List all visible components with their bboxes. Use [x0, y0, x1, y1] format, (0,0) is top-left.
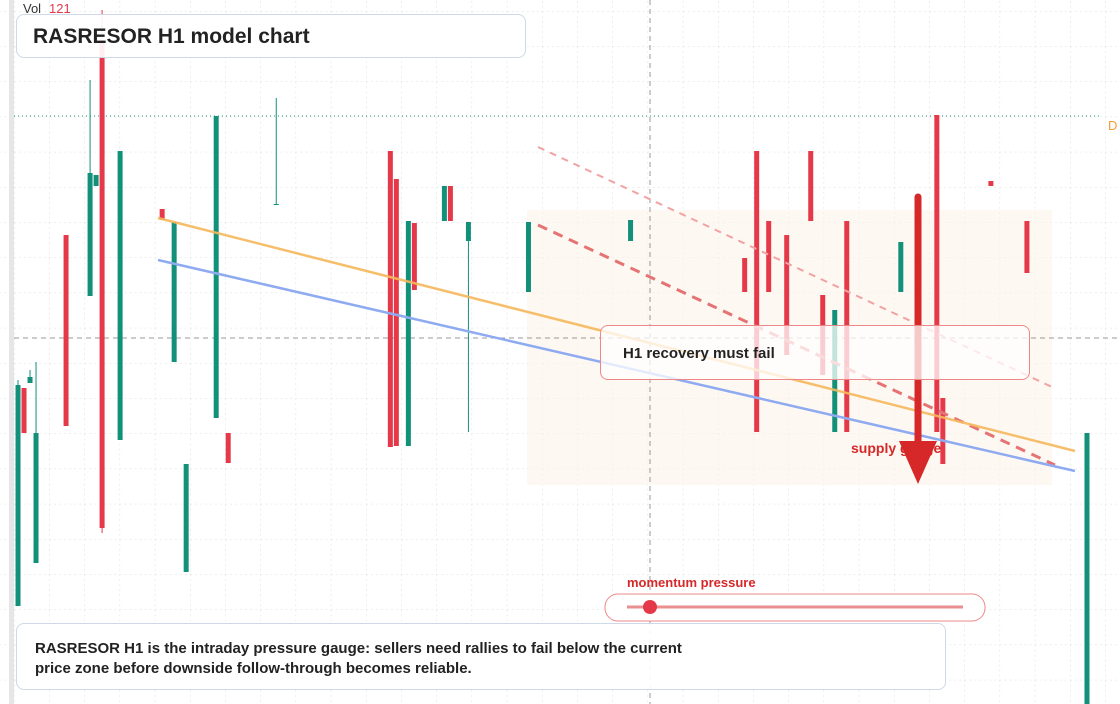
candle-body	[934, 115, 940, 432]
candle-body	[33, 433, 39, 563]
candle-body	[87, 173, 93, 296]
zone-label: supply gauge	[851, 440, 941, 456]
candle-body	[411, 223, 417, 290]
callout: H1 recovery must fail	[600, 325, 1030, 380]
candle-body	[15, 385, 21, 606]
candle-body	[387, 151, 393, 447]
gauge-knob	[643, 600, 657, 614]
candle-body	[465, 222, 471, 241]
candle-body	[447, 186, 453, 221]
arrow-head	[899, 441, 937, 484]
candle-body	[898, 242, 904, 292]
candle-body	[273, 204, 279, 205]
chart-title: RASRESOR H1 model chart	[16, 14, 526, 58]
candle-body	[1084, 433, 1090, 704]
candle-body	[183, 464, 189, 572]
candle-body	[766, 221, 772, 292]
candle-body	[754, 151, 760, 432]
trend-line	[537, 223, 1056, 467]
candle-body	[171, 222, 177, 362]
candle-body	[940, 398, 946, 464]
candle-body	[1024, 221, 1030, 273]
volume-label: Vol	[23, 1, 41, 16]
candle-body	[27, 377, 33, 383]
candle-body	[393, 179, 399, 446]
candle-body	[988, 181, 994, 186]
candle-body	[99, 40, 105, 528]
candle-body	[405, 221, 411, 446]
candles	[15, 10, 1090, 704]
edge-label: D	[1108, 118, 1117, 133]
candle-body	[225, 433, 231, 463]
candle-body	[784, 235, 790, 355]
note: RASRESOR H1 is the intraday pressure gau…	[35, 640, 682, 677]
candle-body	[93, 175, 99, 186]
candle-body	[808, 151, 814, 221]
candle-body	[525, 222, 531, 292]
candle-body	[628, 220, 634, 241]
candle-body	[117, 151, 123, 440]
candle-body	[742, 258, 748, 292]
candle-body	[441, 186, 447, 221]
candle-body	[63, 235, 69, 426]
note-box: RASRESOR H1 is the intraday pressure gau…	[16, 623, 946, 690]
candle-body	[213, 116, 219, 418]
candle-body	[21, 388, 27, 433]
gauge-label: momentum pressure	[627, 575, 756, 590]
candle-body	[159, 209, 165, 220]
volume-value: 121	[49, 1, 71, 16]
left-edge	[9, 0, 14, 704]
